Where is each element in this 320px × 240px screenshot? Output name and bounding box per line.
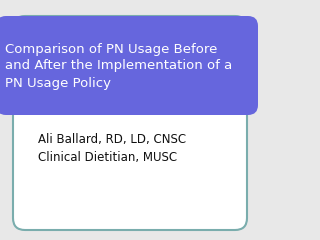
FancyBboxPatch shape <box>0 16 258 115</box>
Text: Clinical Dietitian, MUSC: Clinical Dietitian, MUSC <box>38 151 177 164</box>
FancyBboxPatch shape <box>13 16 247 230</box>
Text: Comparison of PN Usage Before
and After the Implementation of a
PN Usage Policy: Comparison of PN Usage Before and After … <box>5 42 232 90</box>
Text: Ali Ballard, RD, LD, CNSC: Ali Ballard, RD, LD, CNSC <box>38 133 186 146</box>
